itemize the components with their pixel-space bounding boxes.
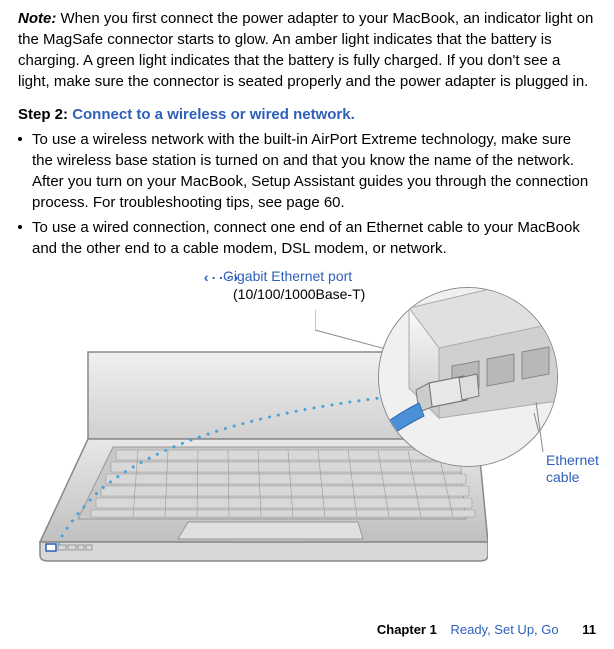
step-title: Connect to a wireless or wired network. xyxy=(72,106,355,123)
ethernet-port-label: Gigabit Ethernet port xyxy=(223,267,352,287)
footer-title: Ready, Set Up, Go xyxy=(450,622,558,637)
note-label: Note: xyxy=(18,10,56,27)
page-footer: Chapter 1 Ready, Set Up, Go 11 xyxy=(377,621,596,639)
ethernet-port-sublabel: (10/100/1000Base-T) xyxy=(233,285,365,305)
note-paragraph: Note: When you first connect the power a… xyxy=(18,8,596,92)
bullet-icon xyxy=(18,225,22,229)
ethernet-cable-label: Ethernetcable xyxy=(546,452,599,486)
diagram: ‹···› Gigabit Ethernet port (10/100/1000… xyxy=(18,267,596,577)
list-item: To use a wired connection, connect one e… xyxy=(18,217,596,259)
list-item: To use a wireless network with the built… xyxy=(18,129,596,213)
bullet-text: To use a wired connection, connect one e… xyxy=(32,217,596,259)
bullet-icon xyxy=(18,137,22,141)
dotted-connector xyxy=(58,392,398,552)
footer-page-number: 11 xyxy=(582,622,596,637)
step-heading: Step 2: Connect to a wireless or wired n… xyxy=(18,104,596,125)
footer-chapter: Chapter 1 xyxy=(377,622,437,637)
bullet-list: To use a wireless network with the built… xyxy=(18,129,596,259)
bullet-text: To use a wireless network with the built… xyxy=(32,129,596,213)
note-text: When you first connect the power adapter… xyxy=(18,10,593,90)
step-label: Step 2: xyxy=(18,106,68,123)
